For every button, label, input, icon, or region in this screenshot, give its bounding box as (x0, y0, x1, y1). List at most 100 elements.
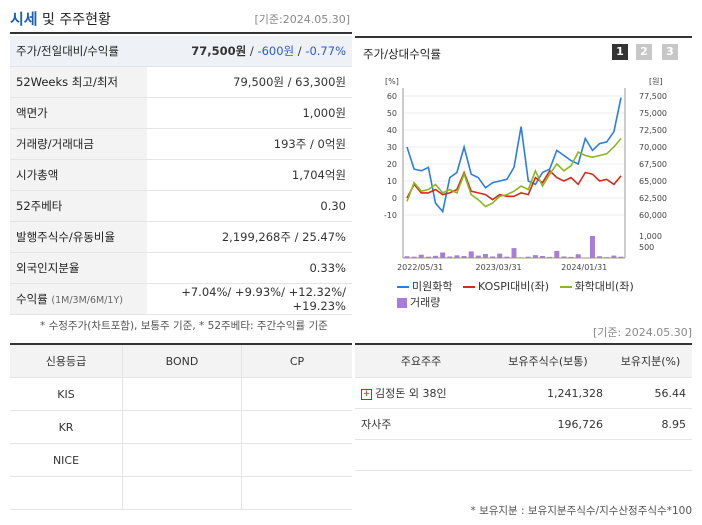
base-date: [기준:2024.05.30] (254, 13, 350, 26)
y2-tick-label: 60,000 (639, 211, 667, 220)
volume-bar (468, 251, 474, 258)
volume-bar (597, 256, 603, 258)
stat-label: 수익률 (1M/3M/6M/1Y) (10, 283, 147, 315)
volume-bar (604, 257, 610, 258)
volume-bar (497, 253, 503, 258)
table-row: 자사주 196,726 8.95 (355, 408, 692, 440)
expand-icon[interactable]: + (361, 388, 372, 400)
footnote-2: * 보유지분 : 보유지분주식수/지수산정주식수*100 (470, 505, 692, 517)
current-price: 77,500원 (191, 44, 247, 58)
y-tick-label: 40 (387, 126, 397, 135)
table-header-row: 신용등급 BOND CP (10, 344, 352, 378)
volume-bar (554, 250, 560, 258)
holder-shares: 1,241,328 (487, 377, 609, 409)
section-title: 시세 (10, 10, 38, 28)
y2-tick-label: 70,000 (639, 143, 667, 152)
price-rate: -0.77% (305, 44, 346, 58)
volume-bar (418, 254, 424, 258)
y2-tick-label: 77,500 (639, 92, 667, 101)
table-row: + 김정돈 외 38인 1,241,328 56.44 (355, 377, 692, 409)
volume-bar (440, 252, 446, 258)
stat-label: 시가총액 (10, 159, 147, 191)
section-title-rest: 및 주주현황 (37, 12, 111, 28)
table-row: 발행주식수/유동비율 2,199,268주 / 25.47% (10, 221, 352, 253)
table-row (355, 439, 692, 471)
y2-tick-label: 65,000 (639, 177, 667, 186)
volume-bar (589, 236, 595, 258)
credit-rating-table: 신용등급 BOND CP KIS KR NICE (10, 343, 352, 510)
y-tick-label: 60 (387, 92, 397, 101)
kospi-relative-line (406, 169, 622, 201)
chem-relative-line (406, 137, 622, 208)
stat-value: 1,000원 (147, 97, 352, 129)
legend: 미원화학 KOSPI대비(좌) 화학대비(좌) (397, 278, 634, 294)
chart-page-2-button[interactable]: 2 (636, 44, 652, 60)
base-date-2: [기준: 2024.05.30] (592, 326, 692, 339)
right-unit-label: [원] (649, 77, 663, 86)
holder-pct: 56.44 (609, 377, 692, 409)
y2-tick-label: 62,500 (639, 194, 667, 203)
stat-value: 0.30 (147, 190, 352, 222)
chart-svg: [%] [원] 60 50 40 30 20 10 0 -10 77,500 75,000 72,500… (384, 77, 667, 272)
major-holders-table: 주요주주 보유주식수(보통) 보유지분(%) + 김정돈 외 38인 1,241,… (355, 343, 692, 471)
column-header: 주요주주 (355, 344, 487, 378)
volume-tick-label: 500 (639, 243, 654, 252)
stat-value: 2,199,268주 / 25.47% (147, 221, 352, 253)
stat-value: 0.33% (147, 252, 352, 284)
holder-name[interactable]: + 김정돈 외 38인 (355, 377, 487, 409)
legend-item: 화학대비(좌) (559, 280, 634, 293)
stat-label: 외국인지분율 (10, 252, 147, 284)
volume-bar (525, 256, 531, 258)
stat-label: 52주베타 (10, 190, 147, 222)
y-tick-label: -10 (384, 211, 397, 220)
x-tick-label: 2024/01/31 (561, 263, 607, 272)
table-row: 52Weeks 최고/최저 79,500원 / 63,300원 (10, 66, 352, 98)
y-tick-label: 0 (392, 194, 397, 203)
x-tick-label: 2022/05/31 (397, 263, 443, 272)
volume-bar (532, 255, 538, 258)
volume-bar (547, 256, 553, 258)
volume-bar (411, 256, 417, 258)
stat-value: 79,500원 / 63,300원 (147, 66, 352, 98)
stat-label: 52Weeks 최고/최저 (10, 66, 147, 98)
table-row: 외국인지분율 0.33% (10, 252, 352, 284)
footnote: * 수정주가(차트포함), 보통주 기준, * 52주베타: 주간수익률 기준 (40, 320, 328, 332)
table-row: 주가/전일대비/수익률 77,500원 / -600원 / -0.77% (10, 36, 352, 67)
holder-shares (487, 439, 609, 471)
legend-volume: 거래량 (397, 294, 440, 310)
volume-bar (461, 256, 467, 258)
volume-bar (511, 248, 517, 258)
holder-name: 자사주 (355, 408, 487, 440)
column-header: CP (241, 344, 352, 378)
volume-bar (540, 256, 546, 258)
chart-title: 주가/상대수익률 (363, 47, 441, 61)
volume-bar (611, 255, 617, 258)
y2-tick-label: 75,000 (639, 109, 667, 118)
volume-bar (561, 256, 567, 258)
holder-shares: 196,726 (487, 408, 609, 440)
column-header: BOND (122, 344, 242, 378)
legend-item: KOSPI대비(좌) (462, 280, 549, 293)
stat-value: 193주 / 0억원 (147, 128, 352, 160)
volume-bar (490, 256, 496, 258)
price-stats-table: 주가/전일대비/수익률 77,500원 / -600원 / -0.77% 52W… (10, 36, 352, 315)
table-row: 시가총액 1,704억원 (10, 159, 352, 191)
chart-page-3-button[interactable]: 3 (662, 44, 678, 60)
left-unit-label: [%] (385, 77, 399, 86)
holder-name (355, 439, 487, 471)
legend-item: 미원화학 (397, 280, 452, 293)
y-tick-label: 30 (387, 143, 397, 152)
table-row: 액면가 1,000원 (10, 97, 352, 129)
stat-value: +7.04%/ +9.93%/ +12.32%/ +19.23% (147, 283, 352, 315)
volume-bar (425, 256, 431, 258)
chart-page-1-button[interactable]: 1 (612, 44, 628, 60)
column-header: 보유지분(%) (609, 344, 692, 378)
volume-bar (404, 256, 410, 258)
holder-pct: 8.95 (609, 408, 692, 440)
volume-bar (518, 257, 524, 258)
column-header: 신용등급 (10, 344, 123, 378)
holder-pct (609, 439, 692, 471)
header-divider (10, 32, 352, 34)
stat-label: 거래량/거래대금 (10, 128, 147, 160)
stat-label: 주가/전일대비/수익률 (10, 36, 147, 67)
